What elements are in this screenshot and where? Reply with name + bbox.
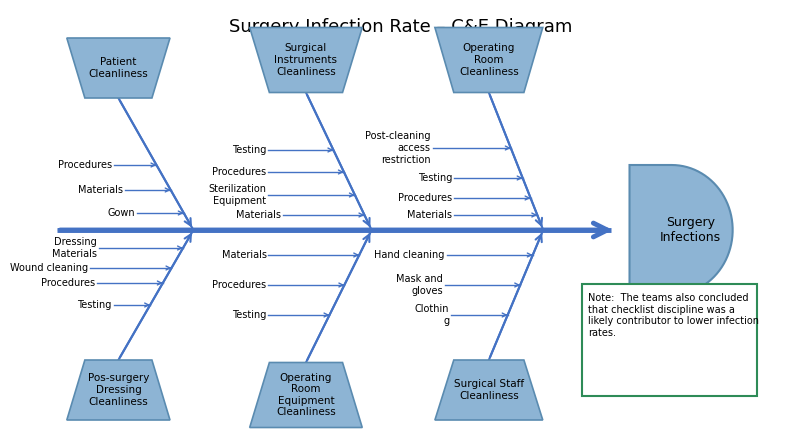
Text: Materials: Materials: [78, 185, 123, 195]
Text: Post-cleaning
access
restriction: Post-cleaning access restriction: [365, 132, 430, 165]
PathPatch shape: [630, 165, 732, 295]
Text: Patient
Cleanliness: Patient Cleanliness: [89, 57, 148, 79]
FancyBboxPatch shape: [581, 284, 757, 396]
Text: Operating
Room
Equipment
Cleanliness: Operating Room Equipment Cleanliness: [276, 372, 336, 417]
Polygon shape: [435, 360, 543, 420]
Text: Materials: Materials: [221, 250, 267, 260]
Polygon shape: [66, 360, 170, 420]
Text: Dressing
Materials: Dressing Materials: [52, 237, 97, 259]
Text: Wound cleaning: Wound cleaning: [10, 263, 89, 273]
Text: Testing: Testing: [233, 310, 267, 320]
Text: Materials: Materials: [407, 210, 452, 220]
Text: Clothin
g: Clothin g: [415, 304, 449, 326]
Text: Surgery
Infections: Surgery Infections: [660, 216, 721, 244]
Text: Operating
Room
Cleanliness: Operating Room Cleanliness: [459, 43, 519, 77]
Text: Procedures: Procedures: [41, 278, 95, 288]
Text: Gown: Gown: [108, 208, 135, 218]
Text: Surgical Staff
Cleanliness: Surgical Staff Cleanliness: [454, 379, 524, 401]
Text: Materials: Materials: [236, 210, 281, 220]
Text: Mask and
gloves: Mask and gloves: [396, 274, 443, 296]
Text: Note:  The teams also concluded
that checklist discipline was a
likely contribut: Note: The teams also concluded that chec…: [589, 293, 759, 338]
Polygon shape: [250, 28, 362, 92]
Text: Procedures: Procedures: [213, 167, 267, 177]
Text: Hand cleaning: Hand cleaning: [374, 250, 445, 260]
Text: Testing: Testing: [418, 173, 452, 183]
Polygon shape: [66, 38, 170, 98]
Text: Procedures: Procedures: [213, 280, 267, 290]
Text: Procedures: Procedures: [398, 193, 452, 203]
Text: Surgical
Instruments
Cleanliness: Surgical Instruments Cleanliness: [274, 43, 338, 77]
Text: Procedures: Procedures: [58, 160, 112, 170]
Text: Testing: Testing: [78, 300, 112, 310]
Polygon shape: [435, 28, 543, 92]
Text: Surgery Infection Rate – C&E Diagram: Surgery Infection Rate – C&E Diagram: [229, 18, 572, 36]
Text: Pos-surgery
Dressing
Cleanliness: Pos-surgery Dressing Cleanliness: [88, 373, 149, 407]
Text: Sterilization
Equipment: Sterilization Equipment: [209, 184, 267, 206]
Polygon shape: [250, 363, 362, 428]
Text: Testing: Testing: [233, 145, 267, 155]
